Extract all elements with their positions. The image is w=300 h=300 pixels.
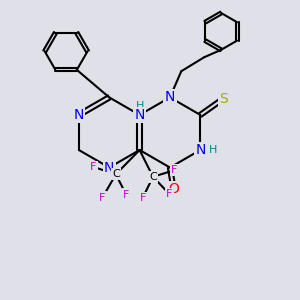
Text: H: H <box>135 101 144 111</box>
Text: N: N <box>165 90 175 104</box>
Text: O: O <box>168 182 179 196</box>
Text: F: F <box>140 193 146 203</box>
Text: N: N <box>134 108 145 122</box>
Text: N: N <box>104 160 114 175</box>
Text: F: F <box>90 162 97 172</box>
Text: N: N <box>195 143 206 157</box>
Text: F: F <box>99 193 106 202</box>
Text: C: C <box>112 169 120 179</box>
Text: N: N <box>74 108 84 122</box>
Text: F: F <box>123 190 129 200</box>
Text: C: C <box>149 172 157 182</box>
Text: F: F <box>166 189 172 199</box>
Text: F: F <box>171 165 178 175</box>
Text: S: S <box>219 92 228 106</box>
Text: H: H <box>208 145 217 155</box>
